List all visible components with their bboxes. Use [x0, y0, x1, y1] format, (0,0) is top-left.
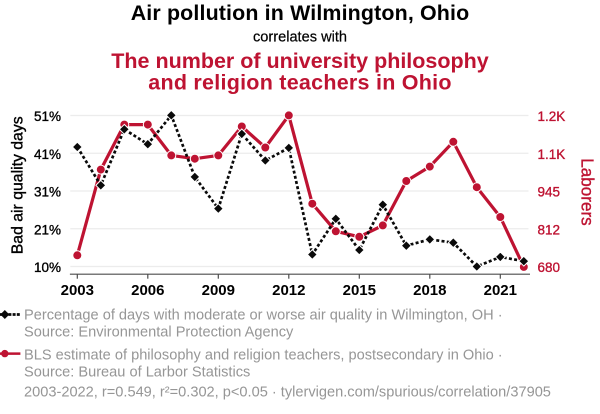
svg-text:2021: 2021	[484, 282, 517, 299]
svg-text:Source: Bureau of Larbor Stati: Source: Bureau of Larbor Statistics	[24, 365, 250, 381]
svg-text:680: 680	[538, 260, 561, 275]
svg-text:1.2K: 1.2K	[538, 109, 566, 124]
svg-text:2003-2022, r=0.549, r²=0.302,: 2003-2022, r=0.549, r²=0.302, p<0.05 · t…	[24, 384, 551, 400]
svg-text:2015: 2015	[343, 282, 376, 299]
svg-text:Air pollution in Wilmington, O: Air pollution in Wilmington, Ohio	[131, 1, 470, 25]
svg-text:The number of university philo: The number of university philosophy	[111, 49, 489, 73]
svg-text:Laborers: Laborers	[577, 158, 596, 225]
svg-text:21%: 21%	[34, 222, 61, 237]
svg-text:2003: 2003	[61, 282, 94, 299]
svg-text:Bad air quality days: Bad air quality days	[10, 116, 27, 254]
svg-text:and religion teachers in Ohio: and religion teachers in Ohio	[148, 70, 452, 94]
svg-text:1.1K: 1.1K	[538, 147, 566, 162]
svg-text:2018: 2018	[413, 282, 446, 299]
svg-text:41%: 41%	[34, 147, 61, 162]
svg-text:945: 945	[538, 185, 561, 200]
svg-text:correlates with: correlates with	[253, 29, 347, 45]
svg-text:31%: 31%	[34, 185, 61, 200]
svg-text:51%: 51%	[34, 109, 61, 124]
svg-text:2006: 2006	[131, 282, 164, 299]
svg-text:Source: Environmental Protecti: Source: Environmental Protection Agency	[24, 325, 294, 341]
svg-text:Percentage of days with modera: Percentage of days with moderate or wors…	[24, 307, 503, 323]
svg-text:812: 812	[538, 222, 561, 237]
svg-text:2012: 2012	[272, 282, 305, 299]
svg-text:2009: 2009	[202, 282, 235, 299]
svg-text:10%: 10%	[34, 260, 61, 275]
svg-text:BLS estimate of philosophy and: BLS estimate of philosophy and religion …	[24, 348, 503, 364]
